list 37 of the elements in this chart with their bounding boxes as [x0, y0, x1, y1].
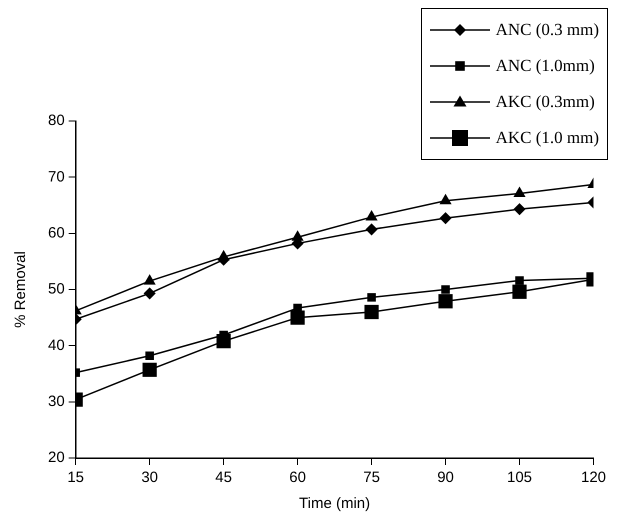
legend-label: ANC (1.0mm) [496, 56, 595, 76]
x-tick-label: 30 [141, 469, 158, 486]
point [367, 293, 376, 302]
point [144, 274, 156, 285]
point [366, 224, 378, 236]
y-axis-title: % Removal [12, 251, 30, 328]
point [515, 276, 524, 285]
x-tick-label: 90 [437, 469, 454, 486]
y-tick-label: 30 [48, 392, 65, 410]
x-tick-label: 105 [507, 469, 532, 486]
x-tick-label: 60 [289, 469, 306, 486]
point [440, 194, 452, 204]
legend-label: AKC (0.3mm) [496, 92, 595, 112]
x-axis-title: Time (min) [299, 495, 370, 512]
y-tick-label: 40 [48, 336, 65, 354]
point [366, 210, 378, 221]
x-tick-label: 15 [67, 469, 84, 486]
y-tick-label: 70 [48, 168, 65, 186]
y-tick-label: 60 [48, 224, 65, 242]
point [512, 284, 527, 299]
point [142, 362, 157, 377]
x-tick-label: 45 [215, 469, 232, 486]
y-tick-label: 50 [48, 280, 65, 298]
point [438, 294, 453, 308]
legend-label: ANC (0.3 mm) [496, 20, 599, 40]
point [441, 285, 450, 294]
point [364, 304, 379, 320]
point [144, 288, 156, 300]
point [440, 212, 452, 224]
point [145, 351, 154, 360]
point [514, 187, 526, 197]
x-tick-label: 75 [363, 469, 380, 486]
legend-label: AKC (1.0 mm) [496, 128, 599, 148]
y-tick-label: 80 [48, 112, 65, 130]
x-tick-label: 120 [580, 469, 606, 486]
y-tick-label: 20 [48, 449, 65, 466]
point [514, 203, 526, 215]
